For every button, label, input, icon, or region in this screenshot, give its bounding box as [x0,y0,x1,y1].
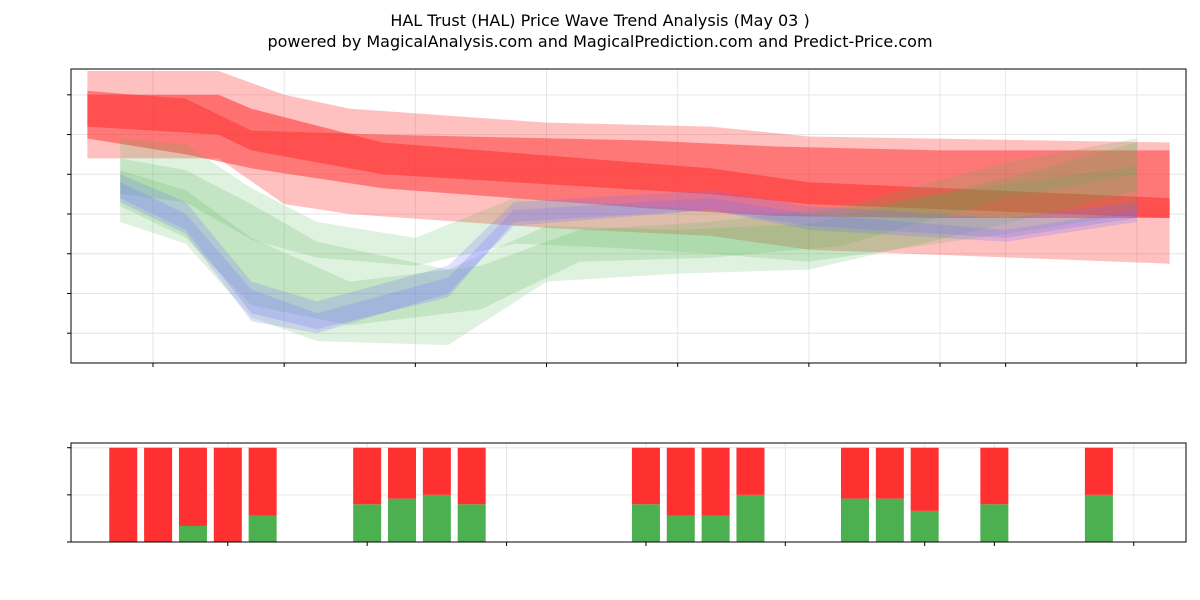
red-wave-band [87,94,1170,218]
price-panel [67,68,1187,367]
sell-bar [248,447,277,516]
buy-bar [248,515,277,542]
sell-bar [388,447,417,499]
sell-bar [980,447,1009,505]
buy-bar [910,510,939,542]
sell-bar [422,447,451,495]
sell-bar [631,447,660,505]
plot-area [87,71,1170,346]
buy-bar [388,498,417,542]
buy-bar [353,504,382,542]
sell-bar [666,447,695,516]
sell-bar [109,447,138,542]
buy-bar [736,494,765,542]
chart-subtitle: powered by MagicalAnalysis.com and Magic… [267,32,932,51]
green-wave-band [120,138,1137,326]
buy-bar [875,498,904,542]
green-wave-band [120,138,1137,266]
axes-frame [70,68,1187,364]
sell-bar [1084,447,1113,495]
green-wave-band [120,142,1137,346]
buy-bar [457,504,486,542]
sell-bar [144,447,173,542]
sell-bar [213,447,242,542]
chart-title: HAL Trust (HAL) Price Wave Trend Analysi… [390,11,809,30]
blue-wave-band [120,174,1137,334]
buy-bar [980,504,1009,542]
buy-bar [422,494,451,542]
buy-bar [701,515,730,542]
buy-bar [666,515,695,542]
sell-bar [875,447,904,499]
buy-bar [178,525,207,542]
signal-panel [67,442,1187,546]
buy-bar [1084,494,1113,542]
plot-area [109,447,1113,542]
buy-bar [631,504,660,542]
sell-bar [910,447,939,511]
blue-wave-band [120,182,1137,330]
buy-bar [840,498,869,542]
sell-bar [840,447,869,499]
sell-bar [701,447,730,516]
sell-bar [736,447,765,495]
sell-bar [353,447,382,505]
sell-bar [457,447,486,505]
sell-bar [178,447,207,526]
axes-frame [70,442,1187,543]
